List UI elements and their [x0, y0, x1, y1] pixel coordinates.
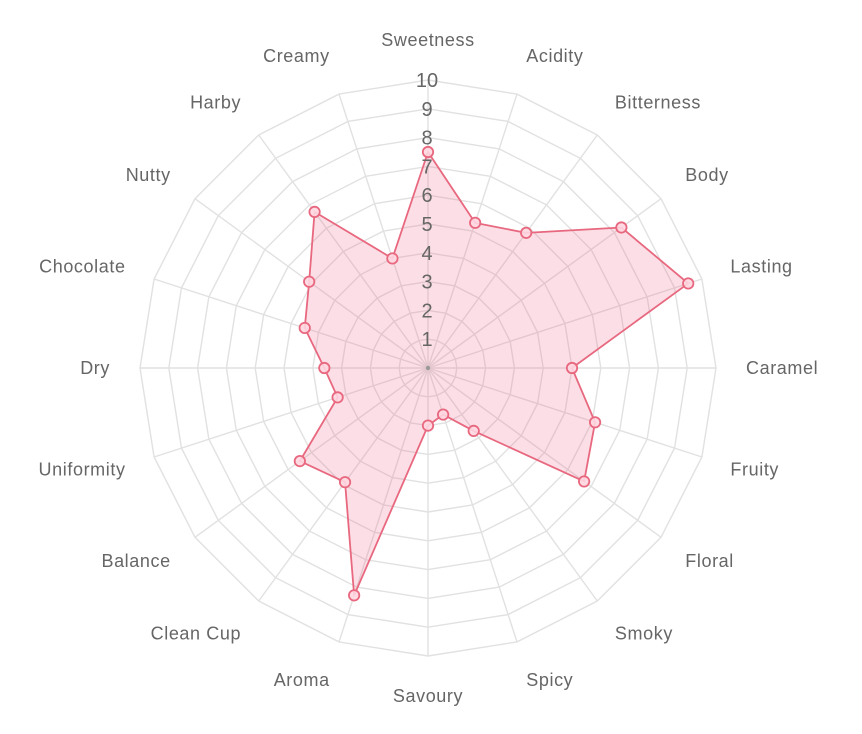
data-point-balance[interactable] [293, 455, 306, 468]
axis-label-acidity: Acidity [526, 46, 583, 66]
spoke-7 [427, 367, 662, 538]
tick-label-6: 6 [421, 185, 432, 207]
axis-label-savoury: Savoury [393, 686, 463, 706]
tick-label-8: 8 [421, 128, 432, 150]
axis-label-clean-cup: Clean Cup [151, 623, 241, 643]
radar-axis-labels: Sweetness Acidity Bitterness Body Lasting Car… [39, 30, 818, 706]
spoke-6 [427, 367, 703, 458]
axis-label-smoky: Smoky [615, 623, 673, 643]
axis-label-spicy: Spicy [526, 670, 573, 690]
radar-series [293, 145, 695, 602]
data-point-caramel[interactable] [565, 361, 579, 375]
axis-label-fruity: Fruity [730, 459, 779, 479]
data-point-harby[interactable] [308, 205, 321, 218]
data-point-dry[interactable] [318, 361, 331, 375]
data-point-acidity[interactable] [469, 216, 482, 229]
spoke-19 [338, 93, 429, 369]
tick-label-9: 9 [421, 99, 432, 121]
axis-label-sweetness: Sweetness [381, 30, 474, 50]
data-point-savoury[interactable] [421, 419, 435, 432]
spoke-2 [427, 134, 598, 369]
axis-label-dry: Dry [80, 358, 110, 378]
spoke-8 [427, 367, 598, 602]
data-point-floral[interactable] [578, 475, 591, 488]
data-point-smoky[interactable] [467, 424, 480, 438]
data-point-body[interactable] [615, 221, 628, 234]
data-point-uniformity[interactable] [331, 391, 344, 404]
data-point-clean-cup[interactable] [338, 476, 352, 489]
data-point-spicy[interactable] [437, 408, 450, 421]
spoke-1 [427, 93, 518, 369]
axis-label-bitterness: Bitterness [615, 93, 701, 113]
axis-label-body: Body [685, 165, 728, 185]
center-point [425, 365, 431, 371]
axis-label-balance: Balance [101, 551, 170, 571]
data-point-bitterness[interactable] [520, 226, 533, 239]
axis-label-nutty: Nutty [126, 165, 171, 185]
axis-label-uniformity: Uniformity [39, 459, 126, 479]
axis-label-caramel: Caramel [746, 358, 818, 378]
axis-label-creamy: Creamy [263, 46, 330, 66]
tick-label-5: 5 [421, 214, 432, 236]
axis-label-lasting: Lasting [730, 257, 792, 277]
tick-label-2: 2 [421, 300, 432, 322]
spoke-4 [427, 278, 703, 369]
axis-label-harby: Harby [190, 93, 241, 113]
data-point-lasting[interactable] [682, 277, 695, 290]
spoke-13 [194, 367, 429, 538]
radar-tick-labels: 1 2 3 4 5 6 7 8 9 10 [416, 70, 438, 351]
axis-label-chocolate: Chocolate [39, 257, 125, 277]
spoke-18 [258, 134, 429, 369]
tick-label-7: 7 [421, 156, 432, 178]
tick-label-1: 1 [421, 329, 432, 351]
data-point-fruity[interactable] [588, 416, 602, 429]
tick-label-4: 4 [421, 243, 432, 265]
tick-label-3: 3 [421, 272, 432, 294]
data-point-creamy[interactable] [386, 252, 399, 265]
data-point-sweetness[interactable] [421, 145, 435, 159]
spoke-14 [153, 367, 429, 458]
data-point-nutty[interactable] [303, 275, 316, 288]
data-point-aroma[interactable] [348, 589, 361, 602]
axis-label-floral: Floral [685, 551, 734, 571]
tick-label-10: 10 [416, 70, 438, 92]
axis-label-aroma: Aroma [274, 670, 330, 690]
data-point-chocolate[interactable] [298, 321, 311, 335]
spoke-16 [153, 278, 429, 369]
